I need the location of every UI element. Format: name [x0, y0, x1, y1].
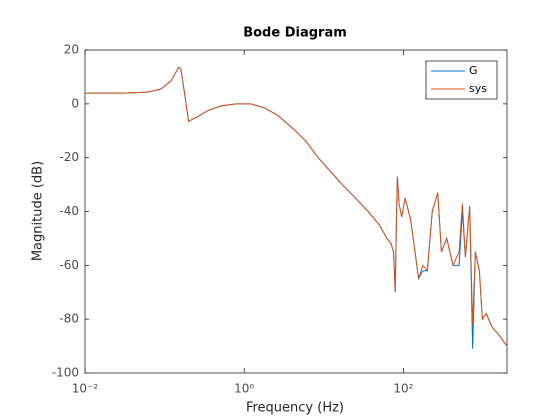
axes-box — [84, 49, 508, 374]
legend-label: sys — [469, 82, 487, 95]
y-tick-label: -100 — [52, 366, 79, 380]
y-tick-label: -20 — [59, 150, 79, 164]
y-tick-label: -60 — [59, 258, 79, 272]
y-tick-label: 0 — [71, 96, 79, 110]
chart-title: Bode Diagram — [243, 26, 347, 41]
legend-box — [425, 60, 498, 100]
y-axis-label: Magnitude (dB) — [31, 161, 46, 261]
y-tick-label: 20 — [64, 43, 79, 57]
x-tick-label: 10² — [393, 382, 413, 396]
y-tick-label: -80 — [59, 312, 79, 326]
y-tick-label: -40 — [59, 204, 79, 218]
series-line — [85, 66, 508, 347]
legend-label: G — [469, 64, 478, 77]
x-tick-label: 10⁰ — [234, 382, 254, 396]
x-tick-label: 10⁻² — [72, 382, 99, 396]
x-axis-label: Frequency (Hz) — [246, 401, 344, 416]
